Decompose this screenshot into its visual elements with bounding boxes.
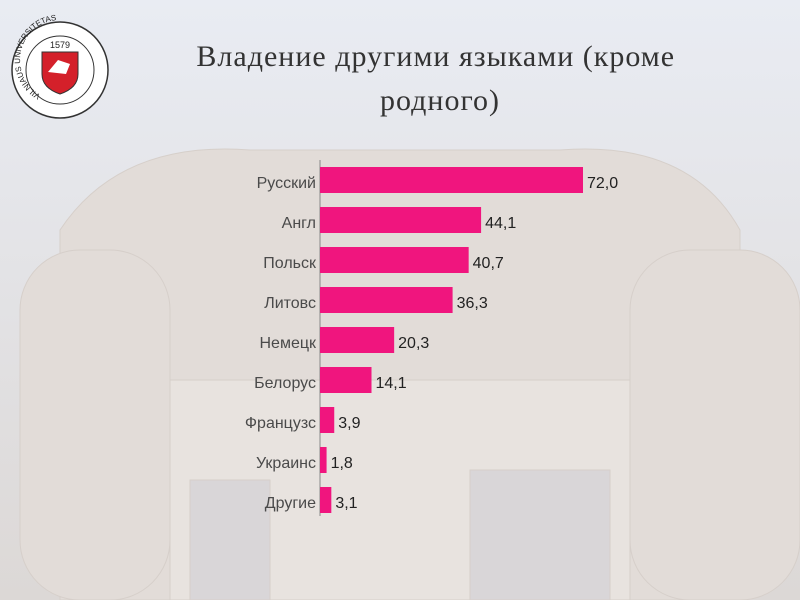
category-label: Украинс [256, 455, 316, 472]
title-line: родного) [380, 84, 500, 117]
category-label: Русский [257, 175, 316, 192]
value-label: 3,9 [338, 415, 360, 432]
bar [320, 447, 327, 473]
category-label: Литовс [264, 295, 316, 312]
value-label: 44,1 [485, 215, 516, 232]
bar [320, 327, 395, 353]
logo-year: 1579 [50, 40, 70, 50]
category-label: Польск [263, 255, 317, 272]
value-label: 14,1 [376, 375, 407, 392]
value-label: 40,7 [473, 255, 504, 272]
bar [320, 487, 332, 513]
category-label: Французс [245, 415, 316, 432]
bar [320, 167, 583, 193]
chart-title: Владение другими языками (кроме родного) [196, 40, 683, 117]
category-label: Белорус [254, 375, 316, 392]
value-label: 20,3 [398, 335, 429, 352]
logo: VILNIAUS UNIVERSITETAS 1579 [11, 13, 109, 119]
value-label: 1,8 [331, 455, 353, 472]
bar [320, 247, 469, 273]
bar [320, 407, 335, 433]
category-label: Англ [282, 215, 316, 232]
category-label: Другие [265, 495, 316, 512]
building [19, 148, 800, 600]
value-label: 72,0 [587, 175, 618, 192]
title-line: Владение другими языками (кроме [196, 40, 675, 73]
value-label: 3,1 [335, 495, 357, 512]
category-label: Немецк [259, 335, 317, 352]
value-label: 36,3 [457, 295, 488, 312]
bar [320, 367, 372, 393]
bar [320, 207, 482, 233]
bar [320, 287, 453, 313]
